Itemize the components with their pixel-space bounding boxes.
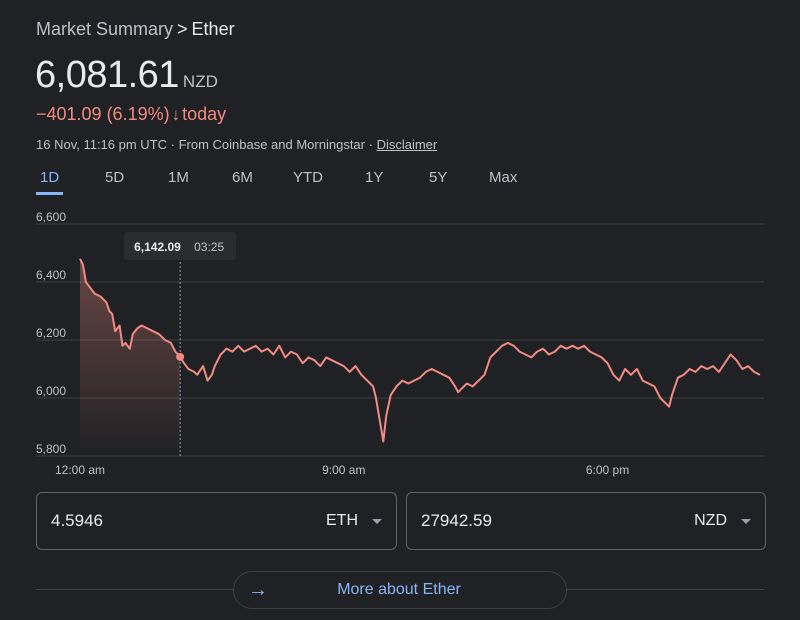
price-currency: NZD xyxy=(182,72,218,91)
breadcrumb: Market Summary > Ether xyxy=(36,19,235,40)
more-about-button[interactable]: → More about Ether xyxy=(233,571,567,609)
x-tick-label: 6:00 pm xyxy=(586,463,629,477)
nzd-amount-input[interactable]: 27942.59 xyxy=(421,511,492,530)
breadcrumb-parent-link[interactable]: Market Summary xyxy=(36,19,174,39)
x-tick-label: 12:00 am xyxy=(55,463,105,477)
eth-amount-input[interactable]: 4.5946 xyxy=(51,511,103,530)
eth-unit-select[interactable]: ETH xyxy=(326,512,382,530)
y-tick-label: 6,600 xyxy=(36,210,66,224)
tab-5y[interactable]: 5Y xyxy=(429,169,448,186)
timestamp-source: 16 Nov, 11:16 pm UTC · From Coinbase and… xyxy=(36,137,373,152)
disclaimer-link[interactable]: Disclaimer xyxy=(376,137,438,152)
tooltip-value: 6,142.09 xyxy=(134,240,181,254)
x-tick-label: 9:00 am xyxy=(322,463,365,477)
tab-6m[interactable]: 6M xyxy=(232,169,253,186)
change-period: today xyxy=(182,104,227,124)
tab-1d[interactable]: 1D xyxy=(36,166,64,195)
tab-ytd[interactable]: YTD xyxy=(293,169,323,186)
y-tick-label: 5,800 xyxy=(36,442,66,456)
price-display: 6,081.61 NZD xyxy=(35,54,218,97)
more-about-label: More about Ether xyxy=(337,581,461,598)
y-tick-label: 6,200 xyxy=(36,326,66,340)
tab-1y[interactable]: 1Y xyxy=(365,169,384,186)
dropdown-caret-icon xyxy=(741,518,751,524)
cursor-dot xyxy=(176,352,185,361)
area-fill xyxy=(80,258,181,456)
converter-left[interactable]: 4.5946 ETH xyxy=(36,492,397,550)
price-value: 6,081.61 xyxy=(35,54,179,96)
series-line xyxy=(79,258,761,443)
tooltip-box xyxy=(124,232,237,260)
tooltip-time: 03:25 xyxy=(194,240,224,254)
tab-1m[interactable]: 1M xyxy=(168,169,189,186)
breadcrumb-current: Ether xyxy=(191,19,235,39)
quote-meta: 16 Nov, 11:16 pm UTC · From Coinbase and… xyxy=(36,137,437,152)
down-arrow-icon: ↓ xyxy=(171,105,181,124)
dropdown-caret-icon xyxy=(372,518,382,524)
price-change: −401.09 (6.19%) ↓ today xyxy=(36,104,226,125)
y-tick-label: 6,000 xyxy=(36,384,66,398)
price-chart[interactable]: 6,600 6,400 6,200 6,000 5,800 12:00 am 9:00 am… xyxy=(0,210,800,480)
eth-unit-label: ETH xyxy=(326,512,358,529)
tab-5d[interactable]: 5D xyxy=(105,169,125,186)
nzd-unit-label: NZD xyxy=(694,512,727,529)
converter-right[interactable]: 27942.59 NZD xyxy=(406,492,766,550)
tab-max[interactable]: Max xyxy=(489,169,518,186)
arrow-right-icon: → xyxy=(248,578,268,601)
change-amount: −401.09 (6.19%) xyxy=(36,104,170,124)
nzd-unit-select[interactable]: NZD xyxy=(694,512,751,530)
breadcrumb-separator: > xyxy=(177,19,188,39)
y-tick-label: 6,400 xyxy=(36,268,66,282)
